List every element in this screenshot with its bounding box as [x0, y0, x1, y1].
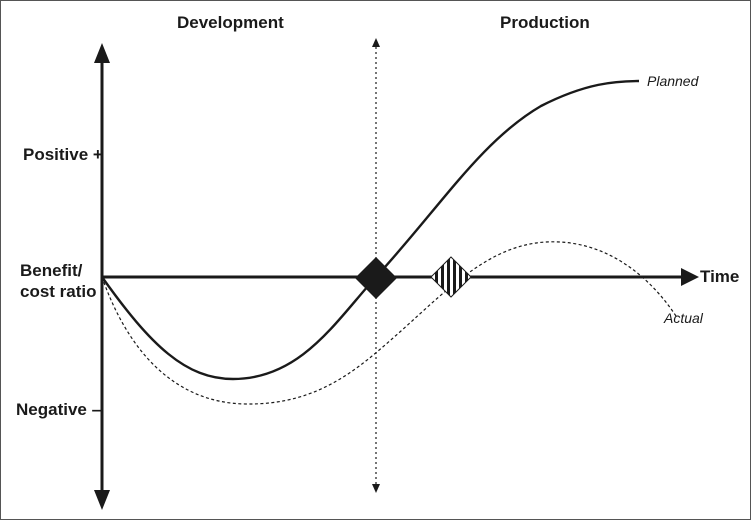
benefit-label: Benefit/ [20, 261, 83, 280]
planned-label: Planned [647, 73, 699, 89]
y-axis-arrow-down [94, 490, 110, 510]
divider-arrow-up [372, 38, 380, 47]
actual-label: Actual [664, 310, 703, 326]
cost-ratio-label: cost ratio [20, 282, 97, 301]
actual-curve [101, 241, 677, 405]
development-label: Development [177, 13, 284, 32]
diamond-marker [355, 257, 397, 299]
y-axis-arrow-up [94, 43, 110, 63]
striped-diamond-marker [430, 256, 472, 298]
negative-label: Negative – [16, 400, 102, 419]
divider-arrow-down [372, 484, 380, 493]
time-axis-arrow [681, 268, 699, 286]
time-label: Time [700, 267, 740, 286]
production-label: Production [500, 13, 590, 32]
planned-curve [101, 79, 640, 381]
positive-label: Positive + [23, 145, 103, 164]
